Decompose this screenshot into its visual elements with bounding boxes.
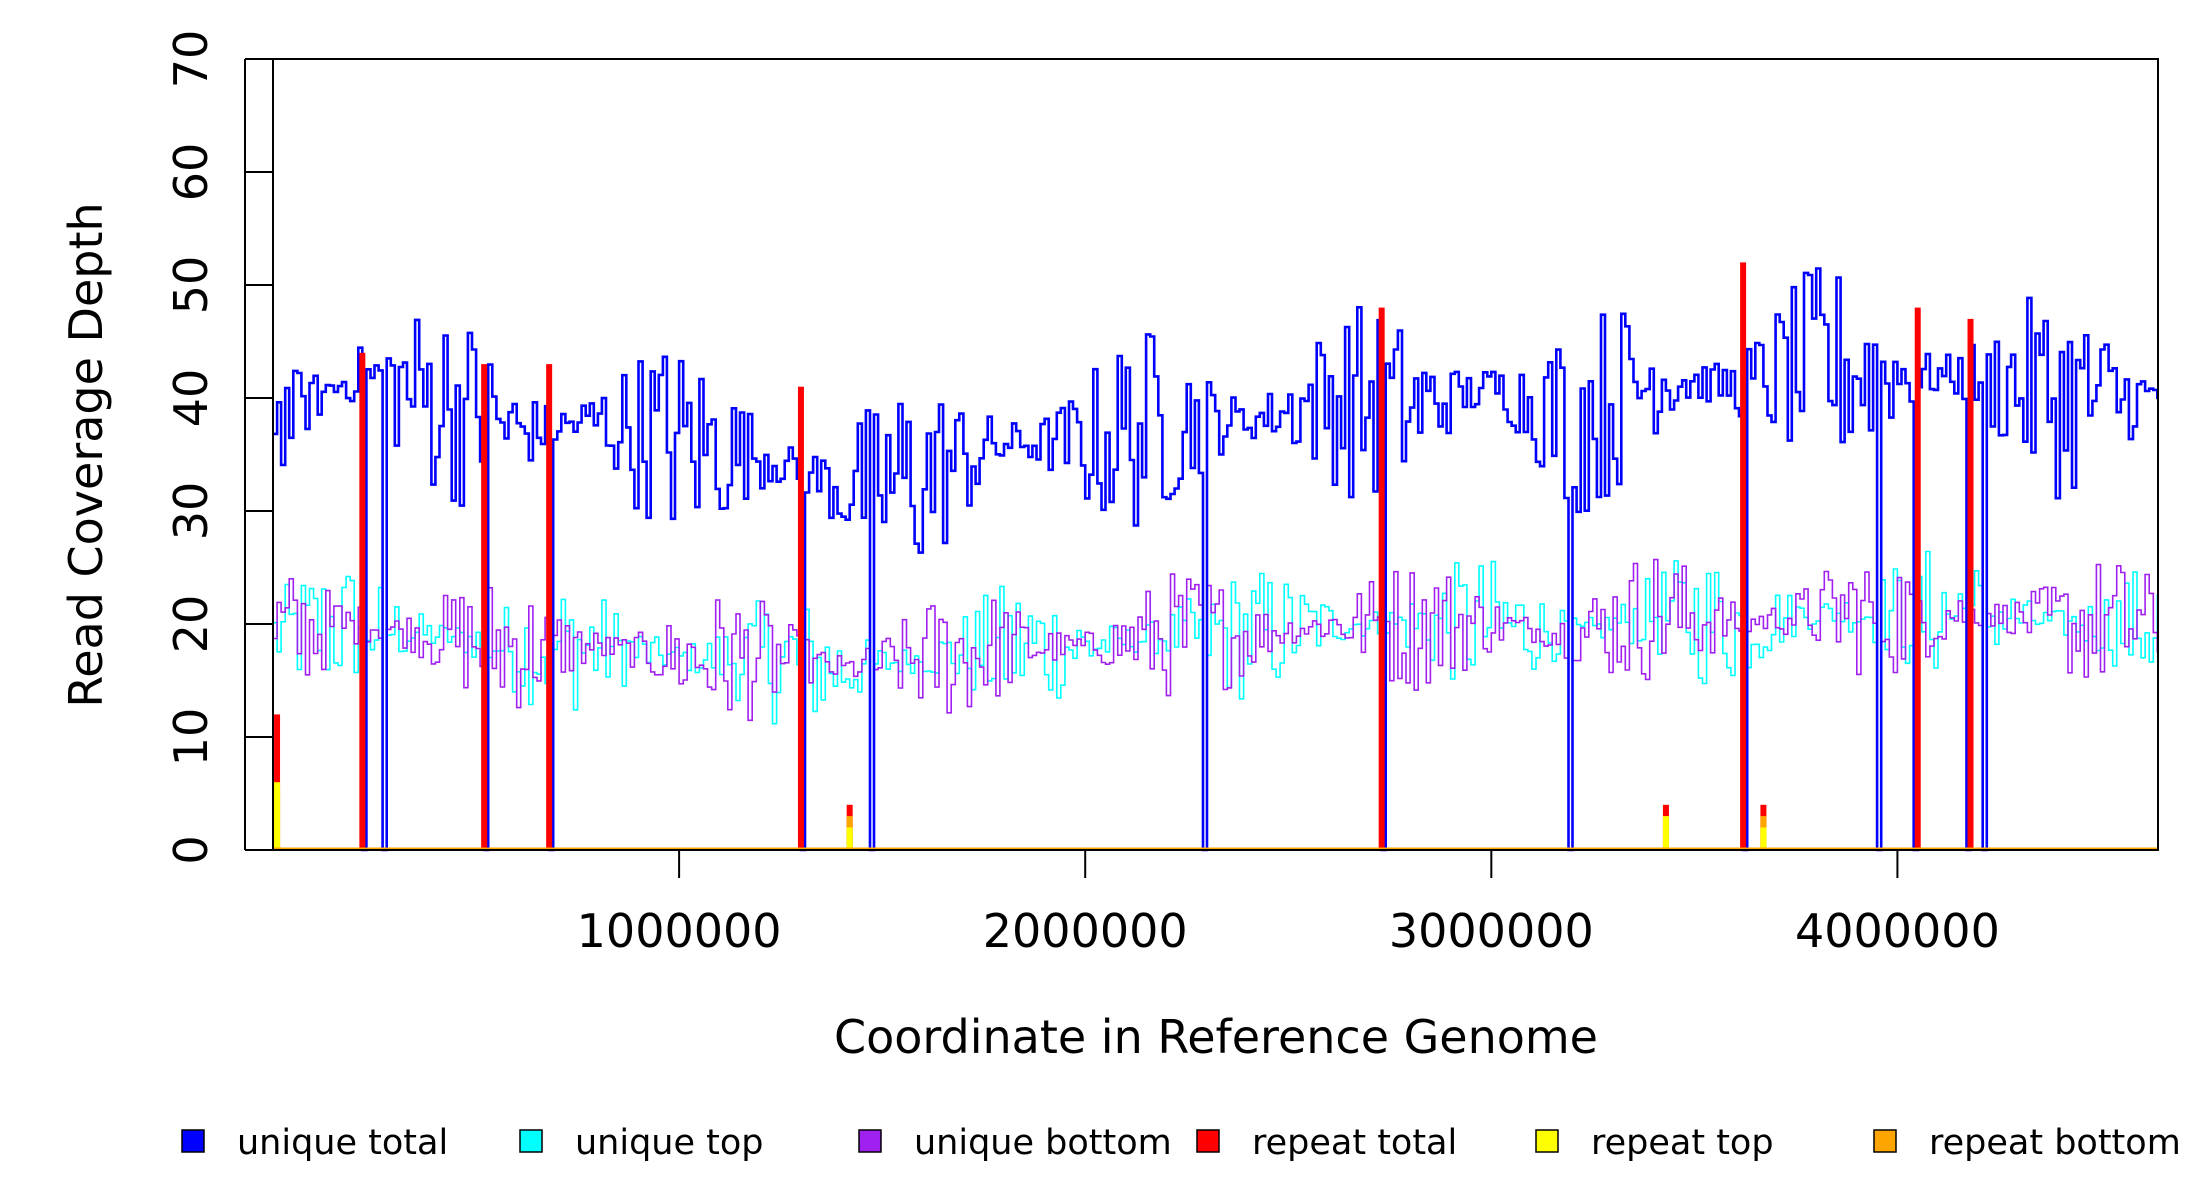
legend-label: repeat top <box>1591 1123 1774 1163</box>
y-tick-label: 40 <box>164 369 218 428</box>
y-axis-title: Read Coverage Depth <box>59 202 113 707</box>
x-axis-title: Coordinate in Reference Genome <box>834 1010 1598 1064</box>
legend-item: repeat top <box>1535 1123 1774 1163</box>
legend-swatch <box>181 1129 205 1153</box>
y-axis: 0 10 20 30 40 50 60 70 <box>164 30 273 865</box>
series-repeat-top-bar <box>274 782 281 850</box>
series-repeat-total-bar <box>1967 318 1974 850</box>
series-repeat-total-bar <box>359 352 366 850</box>
series-repeat-top-bar <box>846 827 853 850</box>
legend-label: unique total <box>237 1123 448 1163</box>
series-repeat-total-bar <box>481 364 488 850</box>
legend-swatch <box>519 1129 543 1153</box>
series-repeat-total-bar <box>1378 307 1385 851</box>
series-repeat-total-bar <box>1740 262 1747 850</box>
y-tick-label: 20 <box>164 595 218 654</box>
x-tick-label: 3000000 <box>1389 904 1594 958</box>
x-axis: 1000000 2000000 3000000 4000000 <box>273 849 2158 958</box>
legend-label: repeat bottom <box>1929 1123 2181 1163</box>
legend-item: unique top <box>519 1123 764 1163</box>
plot-series <box>273 262 2159 852</box>
x-tick-label: 2000000 <box>983 904 1188 958</box>
y-tick-label: 50 <box>164 256 218 315</box>
legend-label: repeat total <box>1252 1123 1457 1163</box>
legend: unique total unique top unique bottom repea… <box>181 1123 2181 1163</box>
plot-frame <box>272 58 2159 851</box>
y-tick-label: 30 <box>164 482 218 541</box>
legend-swatch <box>1873 1129 1897 1153</box>
x-tick-label: 4000000 <box>1795 904 2000 958</box>
legend-item: unique total <box>181 1123 448 1163</box>
legend-label: unique bottom <box>914 1123 1172 1163</box>
y-tick-label: 60 <box>164 143 218 202</box>
series-repeat-total-bar <box>1914 307 1921 851</box>
x-tick-label: 1000000 <box>577 904 782 958</box>
legend-item: repeat bottom <box>1873 1123 2181 1163</box>
legend-item: repeat total <box>1196 1123 1457 1163</box>
legend-item: unique bottom <box>858 1123 1172 1163</box>
legend-swatch <box>1196 1129 1220 1153</box>
series-unique-top <box>273 550 2159 851</box>
y-tick-label: 10 <box>164 708 218 767</box>
legend-label: unique top <box>575 1123 764 1163</box>
legend-swatch <box>1535 1129 1559 1153</box>
series-unique-total <box>273 267 2159 852</box>
series-repeat-top-bar <box>1662 816 1669 850</box>
legend-swatch <box>858 1129 882 1153</box>
series-unique-bottom <box>273 558 2159 851</box>
series-repeat-top-bar <box>1760 827 1767 850</box>
y-tick-label: 0 <box>164 835 218 864</box>
y-tick-label: 70 <box>164 30 218 89</box>
series-repeat-total-bar <box>546 364 553 850</box>
series-repeat-total-bar <box>797 386 804 850</box>
